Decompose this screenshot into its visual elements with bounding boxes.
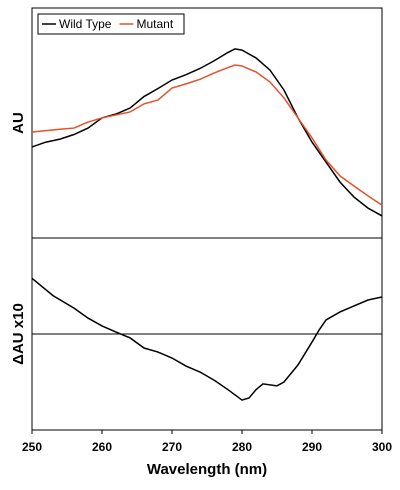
- x-tick-label: 270: [162, 440, 182, 454]
- series-line: [31, 48, 383, 217]
- x-tick-label: 260: [92, 440, 112, 454]
- x-tick-label: 290: [302, 440, 322, 454]
- x-tick-label: 250: [22, 440, 42, 454]
- x-tick-label: 300: [372, 440, 392, 454]
- series-line: [31, 64, 383, 206]
- y-axis-label: AU: [10, 112, 27, 134]
- legend-box: [37, 13, 185, 35]
- y-axis-label: ΔAU x10: [10, 303, 27, 365]
- x-tick-label: 280: [232, 440, 252, 454]
- x-axis-label: Wavelength (nm): [147, 461, 267, 478]
- series-line: [31, 277, 383, 401]
- legend-label: Wild Type: [59, 17, 112, 31]
- legend-label: Mutant: [136, 17, 173, 31]
